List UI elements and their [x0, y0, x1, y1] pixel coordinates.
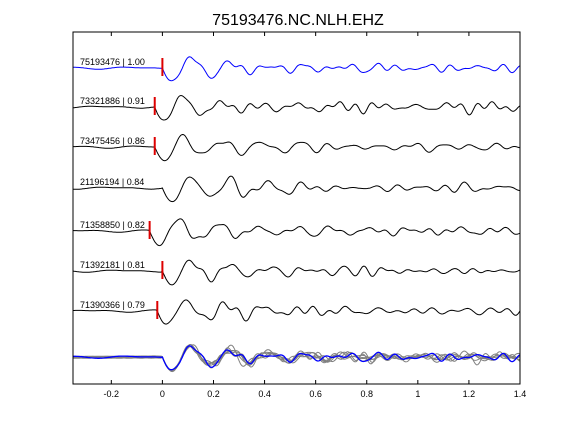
trace-line-4: [72, 175, 521, 203]
trace-line-2: [72, 94, 521, 121]
x-tick-label-0: -0.2: [104, 389, 120, 399]
x-tick-label-1: 0: [160, 389, 165, 399]
trace-label-3: 73475456 | 0.86: [80, 136, 145, 146]
trace-line-3: [73, 133, 521, 162]
plot-area: 75193476 | 1.00 73321886 | 0.91 73475456 |…: [72, 56, 521, 373]
trace-label-2: 73321886 | 0.91: [80, 96, 145, 106]
x-tick-label-7: 1.2: [463, 389, 476, 399]
trace-line-1: [73, 56, 521, 82]
stack-overlay-trace-6: [73, 345, 521, 371]
axes-box: [72, 31, 521, 385]
trace-label-6: 71392181 | 0.81: [80, 260, 145, 270]
trace-label-4: 21196194 | 0.84: [80, 177, 144, 187]
trace-label-1: 75193476 | 1.00: [80, 57, 145, 67]
x-tick-label-2: 0.2: [207, 389, 220, 399]
x-tick-label-6: 1: [415, 389, 420, 399]
x-tick-label-3: 0.4: [258, 389, 271, 399]
x-tick-label-5: 0.8: [360, 389, 373, 399]
chart-title: 75193476.NC.NLH.EHZ: [212, 12, 384, 29]
trace-line-5: [72, 218, 521, 247]
trace-line-6: [72, 259, 521, 286]
x-tick-label-8: 1.4: [514, 389, 527, 399]
x-axis: -0.2 0 0.2 0.4 0.6 0.8 1 1.2 1.4: [104, 32, 527, 399]
x-tick-label-4: 0.6: [309, 389, 322, 399]
trace-line-7: [73, 299, 521, 325]
trace-label-7: 71390366 | 0.79: [80, 300, 145, 310]
stack-master-trace: [73, 345, 521, 371]
trace-label-5: 71358850 | 0.82: [80, 220, 145, 230]
